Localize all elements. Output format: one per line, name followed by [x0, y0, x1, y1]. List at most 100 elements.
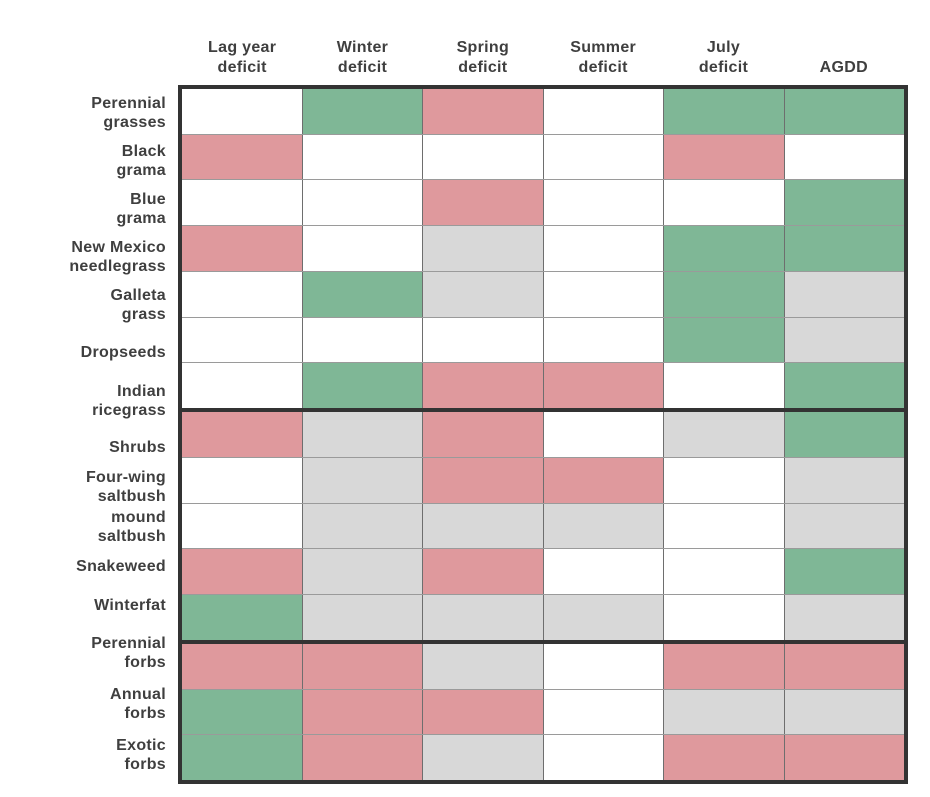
label-group: Perennial grasses Black grama Blue grama Ne… [0, 89, 176, 425]
heatmap-cell-green [663, 89, 784, 134]
heatmap-row [182, 734, 904, 781]
heatmap-cell-white [663, 549, 784, 595]
heatmap-grid [178, 85, 908, 784]
heatmap-cell-gray [783, 271, 904, 317]
heatmap-cell-gray [663, 689, 784, 735]
heatmap-cell-green [301, 89, 422, 134]
heatmap-cell-white [542, 689, 663, 735]
heatmap-cell-white [182, 180, 302, 226]
heatmap-cell-gray [301, 412, 422, 457]
heatmap-cell-gray [542, 503, 663, 549]
heatmap-cell-red [182, 226, 302, 271]
heatmap-row [182, 89, 904, 134]
label-group: Perennial forbs Annual forbs Exotic forbs [0, 625, 176, 780]
heatmap-cell-gray [663, 412, 784, 457]
heatmap-row [182, 688, 904, 735]
label-group: Shrubs Four-wing saltbush mound saltbush Sn… [0, 425, 176, 625]
heatmap-cell-red [182, 134, 302, 180]
column-header: Lag year deficit [208, 39, 277, 76]
heatmap-cell-red [783, 735, 904, 781]
heatmap-cell-red [422, 549, 543, 595]
row-label: mound saltbush [97, 508, 166, 545]
heatmap-cell-gray [301, 549, 422, 595]
heatmap-cell-white [663, 503, 784, 549]
row-labels: Perennial grasses Black grama Blue grama Ne… [0, 89, 176, 780]
heatmap-cell-green [301, 271, 422, 317]
heatmap-cell-red [663, 134, 784, 180]
heatmap-cell-red [301, 689, 422, 735]
heatmap-cell-green [301, 363, 422, 409]
heatmap-row [182, 643, 904, 689]
row-label: Indian ricegrass [92, 383, 166, 419]
heatmap-cell-green [783, 549, 904, 595]
row-label: Winterfat [94, 596, 166, 614]
heatmap-cell-red [422, 412, 543, 457]
row-group [182, 89, 904, 409]
heatmap-cell-red [663, 735, 784, 781]
heatmap-cell-white [542, 412, 663, 457]
heatmap-cell-white [182, 271, 302, 317]
heatmap-cell-green [783, 412, 904, 457]
heatmap-cell-gray [422, 226, 543, 271]
heatmap-cell-white [542, 549, 663, 595]
column-header: July deficit [698, 39, 749, 76]
heatmap-cell-gray [301, 503, 422, 549]
row-label: Shrubs [109, 439, 166, 457]
heatmap-cell-gray [301, 457, 422, 503]
heatmap-cell-white [542, 317, 663, 363]
heatmap-cell-white [542, 134, 663, 180]
heatmap-row [182, 456, 904, 503]
row-label: Blue grama [116, 190, 166, 227]
row-label: Perennial forbs [91, 635, 166, 672]
heatmap-cell-white [301, 226, 422, 271]
heatmap-cell-white [422, 317, 543, 363]
row-label: Annual forbs [109, 686, 166, 723]
heatmap-cell-green [182, 595, 302, 640]
heatmap-row [182, 179, 904, 226]
heatmap-cell-white [663, 180, 784, 226]
heatmap-row [182, 316, 904, 363]
heatmap-cell-green [663, 271, 784, 317]
heatmap-cell-white [301, 134, 422, 180]
heatmap-cell-red [542, 363, 663, 409]
column-headers: Lag year deficit Winter deficit Spring def… [182, 24, 904, 81]
heatmap-cell-red [182, 643, 302, 689]
heatmap-cell-gray [783, 457, 904, 503]
heatmap-row [182, 270, 904, 317]
heatmap-cell-green [663, 226, 784, 271]
heatmap-cell-gray [422, 595, 543, 640]
column-header: Spring deficit [456, 39, 510, 76]
heatmap-cell-white [182, 457, 302, 503]
heatmap-cell-white [182, 363, 302, 409]
column-header: AGDD [819, 59, 868, 76]
heatmap-cell-white [663, 457, 784, 503]
heatmap-cell-white [663, 363, 784, 409]
heatmap-cell-green [182, 735, 302, 781]
row-label: Four-wing saltbush [85, 469, 166, 506]
row-group [182, 408, 904, 640]
heatmap-cell-white [182, 317, 302, 363]
heatmap-cell-white [663, 595, 784, 640]
row-label: Black grama [116, 142, 166, 179]
row-label: Snakeweed [76, 557, 166, 575]
heatmap-cell-gray [422, 503, 543, 549]
heatmap-cell-gray [422, 643, 543, 689]
row-label: New Mexico needlegrass [69, 238, 166, 275]
row-label: Perennial grasses [91, 94, 166, 131]
heatmap-cell-green [182, 689, 302, 735]
heatmap-row [182, 502, 904, 549]
heatmap-cell-red [422, 363, 543, 409]
heatmap-cell-red [422, 180, 543, 226]
heatmap-cell-white [542, 226, 663, 271]
heatmap-cell-white [542, 735, 663, 781]
heatmap-cell-red [422, 689, 543, 735]
heatmap-row [182, 362, 904, 409]
row-label: Exotic forbs [116, 737, 166, 774]
heatmap-cell-gray [422, 271, 543, 317]
heatmap-cell-red [663, 643, 784, 689]
heatmap-cell-red [422, 89, 543, 134]
heatmap-cell-green [783, 363, 904, 409]
heatmap-cell-red [182, 549, 302, 595]
heatmap-cell-green [783, 226, 904, 271]
